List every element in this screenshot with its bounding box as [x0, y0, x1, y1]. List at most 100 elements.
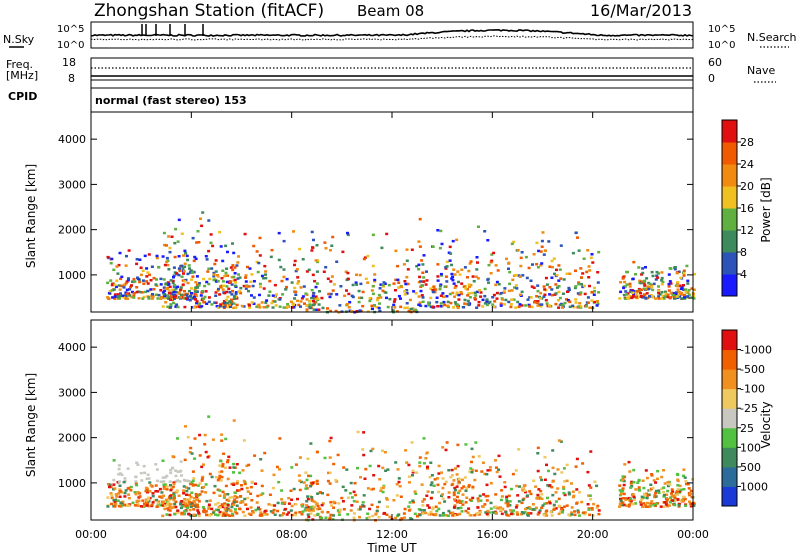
echo-cell — [557, 306, 561, 309]
echo-cell — [494, 493, 498, 496]
echo-cell — [578, 302, 582, 305]
echo-cell — [550, 293, 554, 297]
echo-cell — [582, 257, 586, 260]
echo-cell — [411, 469, 415, 473]
echo-cell — [663, 493, 666, 497]
echo-cell — [456, 482, 460, 485]
echo-cell — [551, 466, 555, 470]
echo-cell — [373, 304, 376, 307]
echo-cell — [185, 504, 189, 508]
echo-cell — [362, 494, 366, 497]
echo-cell — [331, 289, 335, 292]
echo-cell — [497, 454, 501, 458]
echo-cell — [176, 240, 180, 243]
echo-cell — [379, 296, 383, 299]
echo-cell — [263, 509, 267, 513]
echo-cell — [222, 305, 226, 309]
echo-cell — [581, 285, 585, 289]
echo-cell — [180, 232, 184, 235]
echo-cell — [283, 501, 287, 504]
echo-cell — [449, 252, 453, 255]
echo-cell — [682, 474, 685, 478]
echo-cell — [174, 294, 178, 297]
echo-cell — [517, 305, 521, 309]
echo-cell — [395, 483, 399, 486]
echo-cell — [492, 293, 496, 297]
velocity-ylabel: Slant Range [km] — [24, 373, 38, 477]
echo-cell — [586, 296, 590, 299]
echo-cell — [318, 507, 322, 510]
echo-cell — [547, 469, 550, 473]
echo-cell — [311, 246, 315, 249]
echo-cell — [293, 297, 296, 300]
echo-cell — [324, 247, 328, 250]
echo-cell — [321, 502, 325, 505]
echo-cell — [148, 481, 152, 484]
nsky-left-tick-bottom: 10^0 — [57, 40, 84, 51]
echo-cell — [146, 473, 150, 476]
echo-cell — [321, 306, 325, 310]
echo-cell — [654, 297, 658, 300]
echo-cell — [378, 478, 382, 481]
echo-cell — [238, 507, 241, 510]
echo-cell — [422, 280, 426, 283]
echo-cell — [622, 479, 626, 483]
echo-cell — [455, 473, 459, 476]
echo-cell — [225, 509, 229, 512]
echo-cell — [593, 300, 597, 304]
echo-cell — [130, 280, 134, 283]
echo-cell — [478, 494, 482, 498]
echo-cell — [453, 273, 457, 276]
echo-cell — [263, 511, 267, 514]
echo-cell — [516, 248, 520, 252]
echo-cell — [638, 279, 642, 283]
echo-cell — [297, 280, 301, 283]
echo-cell — [568, 305, 572, 309]
echo-cell — [224, 298, 228, 302]
echo-cell — [316, 507, 320, 511]
echo-cell — [520, 304, 524, 307]
echo-cell — [169, 304, 173, 307]
echo-cell — [370, 503, 374, 507]
echo-cell — [676, 488, 680, 491]
echo-cell — [316, 512, 320, 516]
echo-cell — [212, 510, 216, 513]
station-title: Zhongshan Station (fitACF) — [94, 1, 324, 21]
echo-cell — [122, 480, 126, 484]
echo-cell — [162, 286, 166, 289]
power-colorbar-swatch — [722, 120, 737, 143]
echo-cell — [329, 280, 333, 283]
echo-cell — [486, 494, 490, 498]
echo-cell — [453, 498, 456, 501]
echo-cell — [271, 306, 275, 309]
echo-cell — [113, 283, 117, 287]
echo-cell — [165, 474, 169, 478]
echo-cell — [169, 496, 173, 500]
echo-cell — [439, 305, 443, 308]
echo-cell — [293, 259, 297, 263]
echo-cell — [232, 297, 236, 300]
echo-cell — [655, 489, 658, 493]
echo-cell — [172, 492, 176, 496]
echo-cell — [500, 495, 504, 498]
echo-cell — [625, 293, 628, 296]
echo-cell — [218, 293, 222, 296]
echo-cell — [425, 451, 429, 454]
echo-cell — [631, 291, 635, 294]
echo-cell — [200, 477, 204, 480]
echo-cell — [498, 506, 502, 509]
echo-cell — [232, 306, 236, 310]
echo-cell — [304, 487, 308, 490]
echo-cell — [499, 304, 503, 307]
echo-cell — [485, 300, 489, 303]
echo-cell — [138, 495, 142, 498]
echo-cell — [429, 510, 433, 514]
echo-cell — [661, 280, 665, 284]
echo-cell — [262, 306, 266, 309]
echo-cell — [224, 274, 228, 277]
echo-cell — [376, 296, 380, 300]
echo-cell — [264, 273, 267, 276]
echo-cell — [236, 489, 239, 492]
echo-cell — [539, 291, 543, 295]
